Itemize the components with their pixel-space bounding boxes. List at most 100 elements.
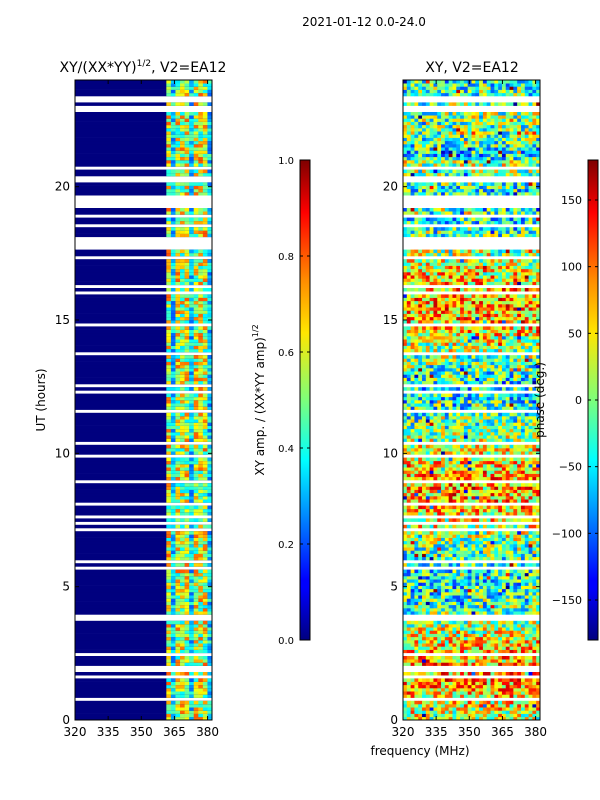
panel2-cell (452, 432, 457, 436)
panel2-cell (467, 531, 472, 535)
panel2-cell (486, 592, 491, 596)
panel1-cell (202, 192, 208, 196)
panel2-cell (486, 649, 491, 654)
panel2-cell (517, 691, 522, 695)
panel1-cell (180, 211, 185, 215)
panel2-cell (494, 688, 499, 692)
panel2-cell (410, 624, 415, 628)
panel2-cell (501, 604, 507, 609)
panel1-cell (198, 419, 204, 423)
panel2-cell (441, 428, 446, 433)
panel2-cell (452, 473, 457, 478)
panel1-cell (202, 656, 208, 660)
panel2-cell (471, 604, 476, 609)
panel2-cell (406, 608, 411, 612)
panel1-cell (193, 534, 199, 538)
panel2-cell (448, 496, 453, 500)
panel2-cell (414, 448, 419, 452)
panel2-cell (509, 505, 514, 510)
panel1-cell (207, 620, 213, 625)
panel2-cell (410, 448, 415, 452)
panel2-cell (452, 563, 457, 567)
panel2-cell (513, 576, 518, 580)
panel2-cell (498, 412, 503, 417)
panel2-cell (482, 700, 488, 705)
panel2-cell (448, 403, 453, 407)
panel1-cell (175, 672, 181, 676)
panel2-cell (471, 464, 476, 468)
panel2-cell (467, 672, 472, 676)
panel2-cell (403, 531, 408, 535)
panel2-cell (517, 518, 522, 522)
panel2-cell (490, 540, 495, 545)
panel1-cell (189, 547, 195, 551)
panel1-cell (184, 342, 190, 346)
panel1-cell (198, 156, 204, 161)
panel2-cell (498, 694, 503, 698)
panel2-cell (528, 512, 533, 516)
panel2-cell (524, 396, 529, 401)
panel1-row (75, 710, 212, 714)
panel2-cell (532, 662, 537, 666)
panel1-cell (202, 691, 208, 695)
panel1-cell (198, 467, 204, 471)
panel2-cell (490, 419, 495, 423)
panel1-cell (202, 688, 208, 692)
panel1-cell (184, 160, 190, 164)
panel2-cell (433, 595, 438, 599)
panel2-cell (425, 601, 430, 606)
panel2-cell (498, 435, 503, 439)
panel2-cell (479, 636, 484, 641)
panel2-cell (494, 611, 499, 615)
panel2-cell (460, 464, 465, 468)
panel2-cell (494, 713, 499, 718)
panel2-cell (456, 432, 461, 436)
panel2-cell (498, 380, 503, 385)
panel2-cell (418, 604, 423, 609)
panel1-cell (184, 547, 190, 551)
panel1-cell (198, 588, 204, 593)
panel2-cell (498, 396, 503, 401)
panel2-cell (460, 419, 465, 423)
panel2-cell (422, 505, 427, 510)
panel2-cell (418, 598, 423, 602)
panel2-cell (403, 553, 408, 558)
panel2-cell (532, 569, 537, 574)
panel1-cell (193, 163, 199, 167)
panel2-cell (498, 473, 503, 478)
panel1-cell (184, 624, 190, 628)
panel2-cell (406, 627, 411, 631)
panel1-cell (193, 147, 199, 151)
panel2-cell (467, 544, 472, 548)
panel2-cell (452, 646, 457, 650)
panel1-cell (175, 508, 181, 513)
panel1-cell (198, 259, 204, 263)
panel2-cell (528, 393, 533, 398)
panel2-cell (425, 710, 430, 714)
panel1-row (75, 304, 212, 308)
panel1-cell (184, 419, 190, 423)
panel2-cell (429, 419, 434, 423)
panel2-cell (494, 601, 499, 606)
panel2-cell (528, 595, 533, 599)
panel2-cell (425, 464, 430, 468)
panel2-cell (528, 713, 533, 718)
panel2-cell (501, 403, 507, 407)
panel2-cell (494, 432, 499, 436)
panel2-cell (513, 572, 518, 577)
panel2-cell (479, 467, 484, 471)
panel1-cell (202, 713, 208, 718)
panel2-cell (501, 649, 507, 654)
panel2-cell (410, 460, 415, 465)
panel2-cell (471, 396, 476, 401)
panel2-heatmap (403, 80, 541, 721)
panel1-row (75, 275, 212, 279)
panel2-cell (524, 576, 529, 580)
panel1-cell (193, 192, 199, 196)
panel2-cell (524, 547, 529, 551)
panel1-row (75, 307, 212, 311)
panel2-cell (418, 633, 423, 638)
panel2-cell (486, 604, 491, 609)
panel1-cell (180, 294, 185, 298)
panel2-cell (414, 531, 419, 535)
